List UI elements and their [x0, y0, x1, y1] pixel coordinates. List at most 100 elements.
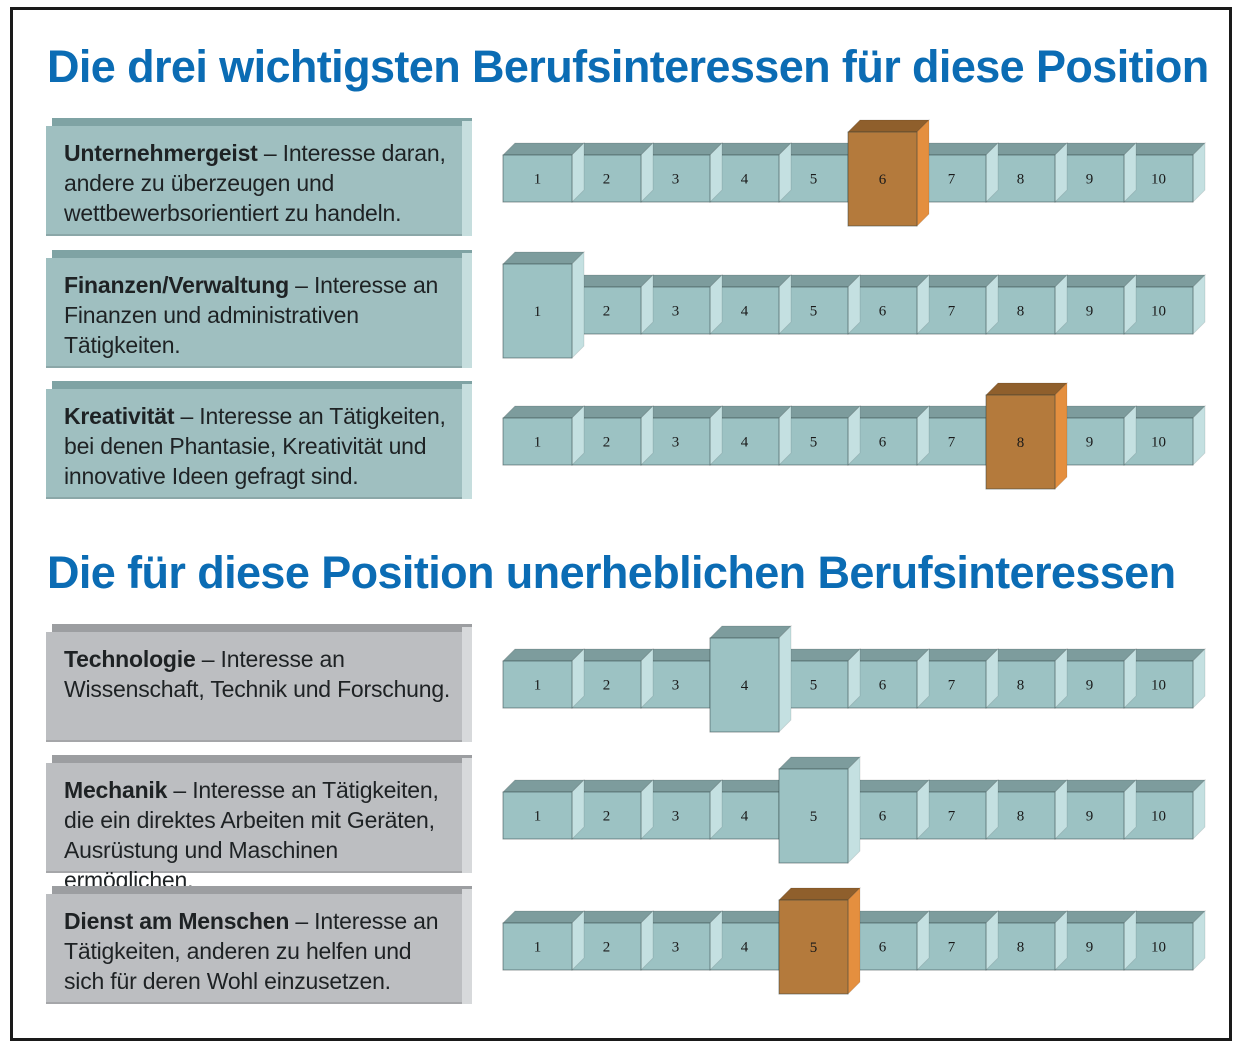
cube-top-face: [709, 625, 792, 639]
scale-tick-label: 3: [672, 435, 680, 451]
scale-cell-9: 9: [1054, 779, 1137, 840]
scale-tick-label: 6: [879, 304, 887, 320]
scale-tick-label: 7: [948, 172, 956, 188]
interest-card-creativity: Kreativität – Interesse an Tätigkeiten, …: [46, 381, 472, 501]
scale-tick-label: 5: [810, 809, 818, 825]
selected-score-marker: 4: [709, 625, 792, 733]
interest-card-social-service: Dienst am Menschen – Interesse an Tätigk…: [46, 886, 472, 1006]
rating-scale-svg: 10 9 8 7 5 4 3 2 1 6: [502, 119, 1206, 227]
scale-cell-10: 10: [1123, 779, 1206, 840]
interest-description: – Interesse daran, andere zu überzeugen …: [64, 140, 446, 226]
interest-description: – Interesse an Tätigkeiten, bei denen Ph…: [64, 403, 446, 489]
scale-tick-label: 4: [741, 678, 749, 694]
cube-front-face: [847, 131, 918, 227]
card-front-face: [46, 763, 462, 873]
scale-tick-label: 1: [534, 678, 542, 694]
card-top-face: [52, 755, 472, 763]
interest-text: Technologie – Interesse an Wissenschaft,…: [64, 644, 456, 704]
scale-tick-label: 7: [948, 678, 956, 694]
scale-tick-label: 10: [1151, 435, 1166, 451]
interest-name: Technologie: [64, 646, 196, 672]
scale-tick-label: 10: [1151, 304, 1166, 320]
interest-description: – Interesse an Wissenschaft, Technik und…: [64, 646, 451, 702]
cube-front-face: [502, 791, 573, 840]
rating-scale: 10 9 8 7 5 4 3 2 1 6: [502, 118, 1223, 238]
card-front-face: [46, 258, 462, 368]
cube-side-face: [847, 756, 861, 864]
interest-text: Kreativität – Interesse an Tätigkeiten, …: [64, 401, 456, 491]
rating-scale: 10 9 8 7 6 5 4 3 2 1: [502, 250, 1223, 370]
card-top-face: [52, 624, 472, 632]
scale-tick-label: 5: [810, 678, 818, 694]
cube-front-face: [502, 263, 573, 359]
cube-top-face: [847, 119, 930, 133]
scale-cell-1: 1: [502, 779, 585, 840]
scale-tick-label: 6: [879, 940, 887, 956]
rating-scale: 10 9 7 6 5 4 3 2 1 8: [502, 381, 1223, 501]
scale-tick-label: 1: [534, 435, 542, 451]
scale-tick-label: 4: [741, 435, 749, 451]
interest-text: Unternehmergeist – Interesse daran, ande…: [64, 138, 456, 228]
rating-scale: 10 9 8 7 6 4 3 2 1 5: [502, 886, 1223, 1006]
selected-score-marker: 5: [778, 756, 861, 864]
cube-side-face: [1054, 382, 1068, 490]
card-side-face: [462, 758, 472, 873]
scale-tick-label: 9: [1086, 678, 1094, 694]
selected-score-marker: 8: [985, 382, 1068, 490]
interest-card-mechanics: Mechanik – Interesse an Tätigkeiten, die…: [46, 755, 472, 893]
rating-scale-svg: 10 9 8 7 6 5 4 3 2 1: [502, 251, 1206, 359]
scale-tick-label: 9: [1086, 304, 1094, 320]
interest-card-entrepreneurship: Unternehmergeist – Interesse daran, ande…: [46, 118, 472, 238]
scale-tick-label: 2: [603, 304, 611, 320]
rating-scale-svg: 10 9 7 6 5 4 3 2 1 8: [502, 382, 1206, 490]
scale-tick-label: 2: [603, 678, 611, 694]
card-top-face: [52, 886, 472, 894]
selected-score-marker: 6: [847, 119, 930, 227]
scale-tick-label: 7: [948, 940, 956, 956]
interest-name: Dienst am Menschen: [64, 908, 290, 934]
scale-tick-label: 5: [810, 304, 818, 320]
interest-description: – Interesse an Tätigkeiten, die ein dire…: [64, 777, 439, 893]
interest-card-technology: Technologie – Interesse an Wissenschaft,…: [46, 624, 472, 744]
scale-cell-7: 7: [916, 910, 999, 971]
scale-cell-10: 10: [1123, 142, 1206, 203]
scale-cell-1: 1: [502, 405, 585, 466]
card-front-face: [46, 894, 462, 1004]
scale-tick-label: 6: [879, 809, 887, 825]
scale-tick-label: 3: [672, 304, 680, 320]
scale-tick-label: 3: [672, 678, 680, 694]
cube-top-face: [502, 142, 585, 156]
card-top-face: [52, 381, 472, 389]
scale-tick-label: 1: [534, 304, 542, 320]
cube-side-face: [571, 251, 585, 359]
cube-front-face: [709, 637, 780, 733]
cube-top-face: [778, 887, 861, 901]
rating-scale: 10 9 8 7 6 4 3 2 1 5: [502, 755, 1223, 875]
scale-tick-label: 10: [1151, 172, 1166, 188]
rating-scale: 10 9 8 7 6 5 3 2 1 4: [502, 624, 1223, 744]
cube-top-face: [778, 756, 861, 770]
rating-scale-svg: 10 9 8 7 6 4 3 2 1 5: [502, 887, 1206, 995]
scale-tick-label: 8: [1017, 940, 1025, 956]
scale-cell-5: 5: [778, 274, 861, 335]
heading-irrelevant-interests: Die für diese Position unerheblichen Ber…: [47, 547, 1176, 598]
scale-tick-label: 6: [879, 172, 887, 188]
scale-tick-label: 3: [672, 940, 680, 956]
scale-cell-4: 4: [709, 274, 792, 335]
scale-tick-label: 3: [672, 172, 680, 188]
scale-tick-label: 4: [741, 809, 749, 825]
scale-tick-label: 7: [948, 809, 956, 825]
scale-tick-label: 5: [810, 435, 818, 451]
scale-tick-label: 8: [1017, 304, 1025, 320]
scale-tick-label: 4: [741, 304, 749, 320]
interest-name: Mechanik: [64, 777, 168, 803]
cube-front-face: [985, 394, 1056, 490]
card-front-face: [46, 126, 462, 236]
scale-tick-label: 9: [1086, 940, 1094, 956]
card-side-face: [462, 627, 472, 742]
interest-text: Dienst am Menschen – Interesse an Tätigk…: [64, 906, 456, 996]
scale-cell-8: 8: [985, 142, 1068, 203]
scale-cell-9: 9: [1054, 648, 1137, 709]
card-top-face: [52, 250, 472, 258]
selected-score-marker: 5: [778, 887, 861, 995]
